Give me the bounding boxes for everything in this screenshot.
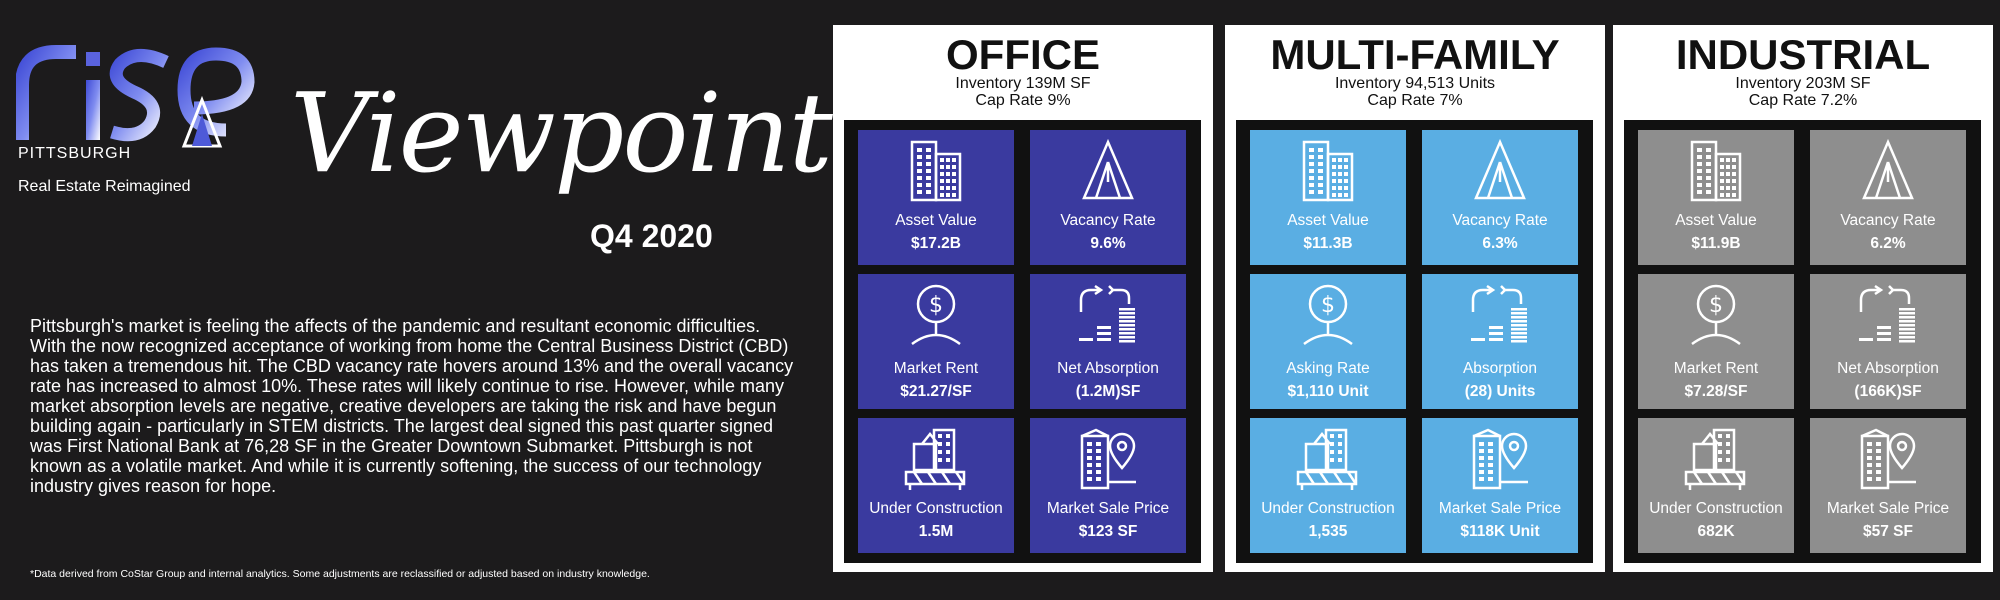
metric-value: $118K Unit xyxy=(1460,523,1540,540)
panel-inventory: Inventory 94,513 Units xyxy=(1334,75,1496,92)
metric-value: 6.3% xyxy=(1482,235,1518,252)
metric-tile: Vacancy Rate 9.6% xyxy=(1030,130,1186,265)
metric-label: Asking Rate xyxy=(1286,360,1370,377)
panel-title: MULTI-FAMILY xyxy=(1270,31,1560,78)
panel-office: OFFICE Inventory 139M SF Cap Rate 9% Ass… xyxy=(833,25,1213,572)
metric-tile: $ Market Rent $7.28/SF xyxy=(1638,274,1794,409)
metric-value: 6.2% xyxy=(1870,235,1906,252)
metric-tile: Under Construction 1.5M xyxy=(858,418,1014,553)
metric-grid: Asset Value $17.2B Vacancy Rate 9.6% $ M… xyxy=(844,120,1201,563)
metric-tile: Market Sale Price $123 SF xyxy=(1030,418,1186,553)
metric-value: (28) Units xyxy=(1464,383,1536,400)
metric-label: Market Sale Price xyxy=(1826,500,1950,517)
metric-tile: Vacancy Rate 6.2% xyxy=(1810,130,1966,265)
panel-inventory: Inventory 203M SF xyxy=(1735,75,1871,92)
metric-value: $1,110 Unit xyxy=(1287,383,1369,400)
metric-value: $11.9B xyxy=(1691,235,1741,252)
metric-label: Market Rent xyxy=(893,360,979,377)
metric-label: Vacancy Rate xyxy=(1840,212,1936,229)
metric-label: Asset Value xyxy=(1675,212,1757,229)
metric-tile: Net Absorption (1.2M)SF xyxy=(1030,274,1186,409)
svg-text:$: $ xyxy=(929,293,943,318)
footnote: *Data derived from CoStar Group and inte… xyxy=(30,568,650,580)
metric-grid: Asset Value $11.9B Vacancy Rate 6.2% $ M… xyxy=(1624,120,1981,563)
metric-tile: Absorption (28) Units xyxy=(1422,274,1578,409)
panel-cap-rate: Cap Rate 7.2% xyxy=(1748,92,1858,109)
rise-logo: PITTSBURGH Real Estate Reimagined xyxy=(16,40,276,200)
metric-label: Market Sale Price xyxy=(1438,500,1562,517)
metric-tile: $ Market Rent $21.27/SF xyxy=(858,274,1014,409)
metric-value: 1.5M xyxy=(918,523,954,540)
panel-multi-family: MULTI-FAMILY Inventory 94,513 Units Cap … xyxy=(1225,25,1605,572)
metric-tile: Market Sale Price $57 SF xyxy=(1810,418,1966,553)
metric-tile: Under Construction 682K xyxy=(1638,418,1794,553)
market-summary: Pittsburgh's market is feeling the affec… xyxy=(30,316,794,496)
svg-text:$: $ xyxy=(1709,293,1723,318)
metric-label: Net Absorption xyxy=(1837,360,1939,377)
rise-logo-icon xyxy=(16,45,255,148)
metric-value: $57 SF xyxy=(1863,523,1913,540)
metric-tile: Asset Value $17.2B xyxy=(858,130,1014,265)
quarter-label: Q4 2020 xyxy=(590,218,713,254)
metric-value: $17.2B xyxy=(911,235,961,252)
metric-label: Vacancy Rate xyxy=(1452,212,1548,229)
metric-label: Under Construction xyxy=(1649,500,1783,517)
metric-label: Market Rent xyxy=(1673,360,1759,377)
metric-label: Asset Value xyxy=(1287,212,1369,229)
metric-value: $11.3B xyxy=(1303,235,1353,252)
metric-tile: Market Sale Price $118K Unit xyxy=(1422,418,1578,553)
metric-value: $123 SF xyxy=(1078,523,1138,540)
metric-label: Asset Value xyxy=(895,212,977,229)
brand-tagline: Real Estate Reimagined xyxy=(18,178,191,195)
page-title: Viewpoint xyxy=(290,69,833,197)
metric-tile: Asset Value $11.3B xyxy=(1250,130,1406,265)
svg-text:$: $ xyxy=(1321,293,1335,318)
metric-label: Absorption xyxy=(1462,360,1538,377)
metric-tile: $ Asking Rate $1,110 Unit xyxy=(1250,274,1406,409)
metric-label: Vacancy Rate xyxy=(1060,212,1156,229)
metric-tile: Vacancy Rate 6.3% xyxy=(1422,130,1578,265)
metric-value: $7.28/SF xyxy=(1684,383,1748,400)
metric-tile: Under Construction 1,535 xyxy=(1250,418,1406,553)
metric-value: 1,535 xyxy=(1308,523,1348,540)
panel-inventory: Inventory 139M SF xyxy=(955,75,1091,92)
metric-label: Under Construction xyxy=(869,500,1003,517)
metric-value: 9.6% xyxy=(1090,235,1126,252)
metric-tile: Net Absorption (166K)SF xyxy=(1810,274,1966,409)
metric-value: 682K xyxy=(1697,523,1735,540)
metric-label: Under Construction xyxy=(1261,500,1395,517)
brand-city: PITTSBURGH xyxy=(18,145,132,162)
panel-title: OFFICE xyxy=(946,31,1100,78)
panel-cap-rate: Cap Rate 9% xyxy=(975,92,1071,109)
panel-title: INDUSTRIAL xyxy=(1675,31,1931,78)
metric-value: $21.27/SF xyxy=(900,383,972,400)
panel-cap-rate: Cap Rate 7% xyxy=(1367,92,1463,109)
metric-label: Market Sale Price xyxy=(1046,500,1170,517)
metric-grid: Asset Value $11.3B Vacancy Rate 6.3% $ A… xyxy=(1236,120,1593,563)
metric-value: (1.2M)SF xyxy=(1075,383,1141,400)
metric-label: Net Absorption xyxy=(1057,360,1159,377)
metric-tile: Asset Value $11.9B xyxy=(1638,130,1794,265)
panel-industrial: INDUSTRIAL Inventory 203M SF Cap Rate 7.… xyxy=(1613,25,1993,572)
metric-value: (166K)SF xyxy=(1854,383,1922,400)
